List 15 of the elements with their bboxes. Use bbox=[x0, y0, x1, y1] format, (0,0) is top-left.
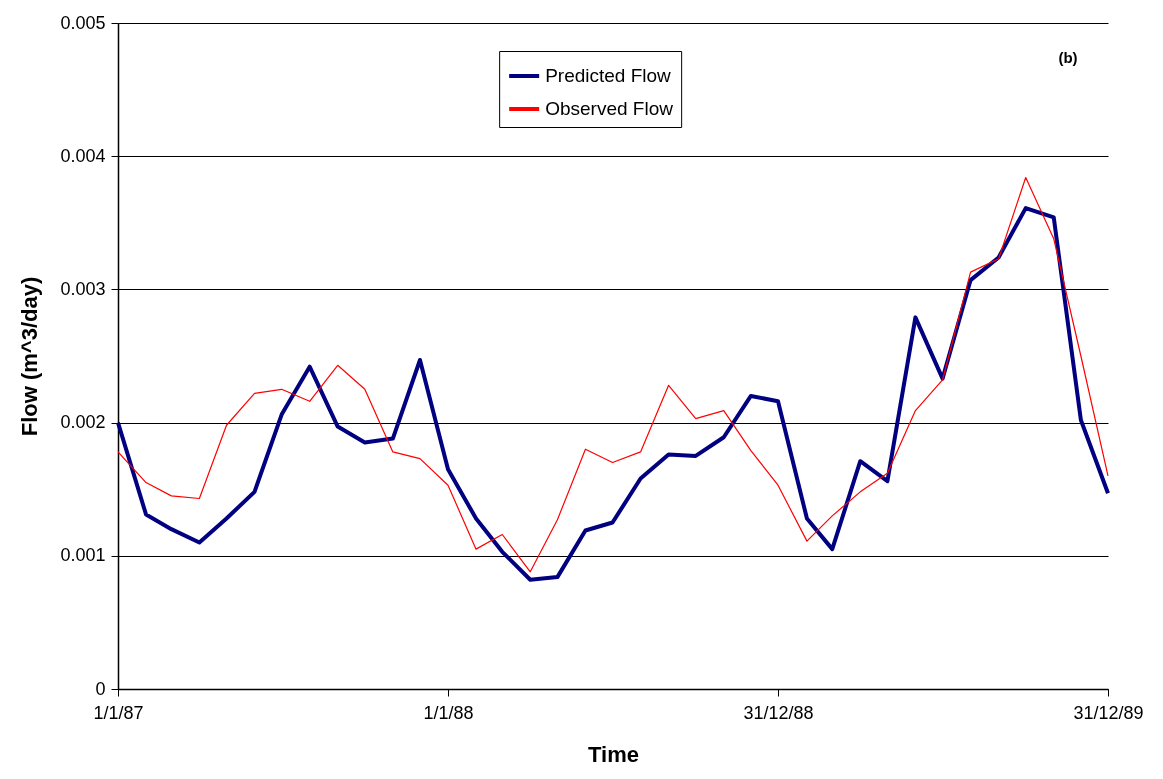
legend-label: Observed Flow bbox=[545, 98, 674, 119]
y-axis-title: Flow (m^3/day) bbox=[17, 276, 43, 437]
y-tick-label: 0.003 bbox=[60, 278, 106, 299]
y-tick-label: 0.004 bbox=[60, 145, 106, 166]
legend-label: Predicted Flow bbox=[545, 65, 672, 86]
x-tick-label: 1/1/88 bbox=[423, 702, 474, 723]
y-tick-label: 0 bbox=[95, 678, 106, 699]
y-tick-label: 0.001 bbox=[60, 545, 106, 566]
x-axis-title: Time bbox=[588, 741, 639, 767]
x-tick-label: 31/12/88 bbox=[743, 702, 814, 723]
annotation: (b) bbox=[1058, 49, 1078, 66]
x-tick-label: 1/1/87 bbox=[93, 702, 144, 723]
y-tick-label: 0.005 bbox=[60, 12, 106, 33]
x-tick-label: 31/12/89 bbox=[1073, 702, 1144, 723]
y-tick-label: 0.002 bbox=[60, 412, 106, 433]
